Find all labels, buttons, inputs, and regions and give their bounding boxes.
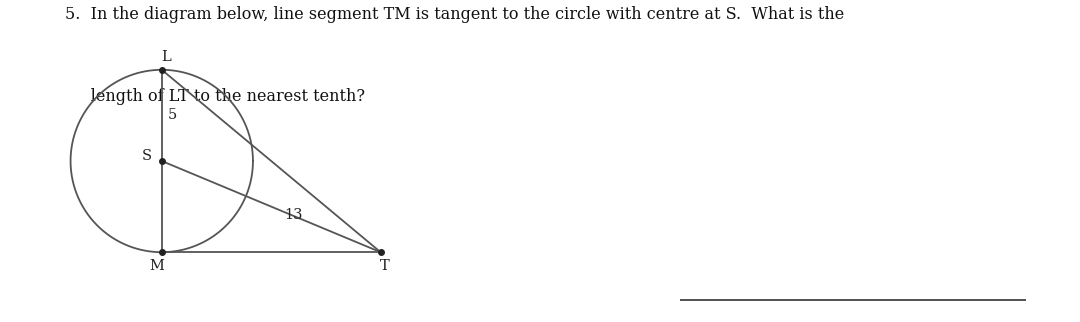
- Text: 5.  In the diagram below, line segment TM is tangent to the circle with centre a: 5. In the diagram below, line segment TM…: [65, 6, 845, 24]
- Text: L: L: [161, 50, 172, 64]
- Text: M: M: [149, 260, 164, 273]
- Text: S: S: [141, 149, 151, 163]
- Text: T: T: [379, 260, 389, 273]
- Text: length of LT to the nearest tenth?: length of LT to the nearest tenth?: [65, 88, 365, 105]
- Text: 5: 5: [168, 108, 177, 122]
- Text: 13: 13: [284, 208, 302, 223]
